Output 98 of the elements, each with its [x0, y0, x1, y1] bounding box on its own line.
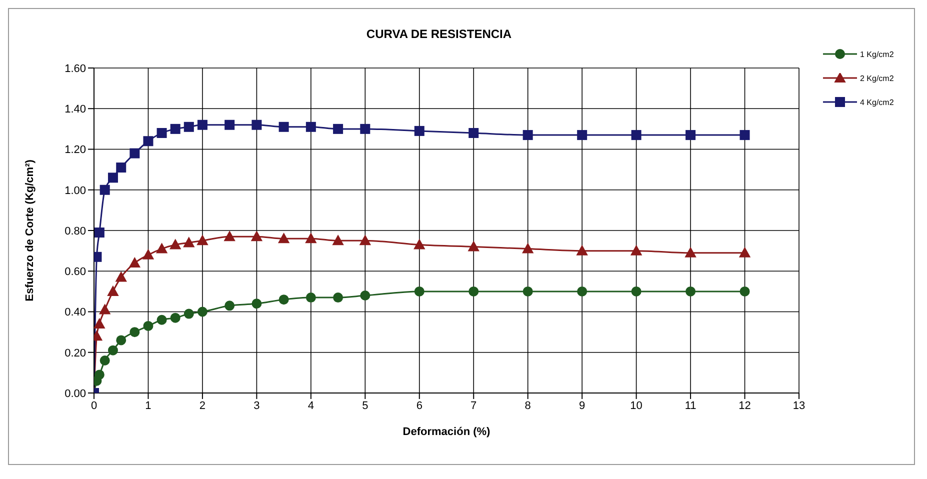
- y-tick-label: 1.20: [64, 144, 86, 156]
- point: [156, 314, 167, 325]
- point: [156, 128, 167, 138]
- y-axis-title: Esfuerzo de Corte (Kg/cm²): [24, 159, 36, 302]
- point: [414, 286, 424, 296]
- point: [94, 228, 104, 238]
- point: [360, 235, 371, 246]
- point: [414, 126, 424, 136]
- point: [468, 241, 480, 252]
- point: [184, 308, 194, 319]
- point: [740, 130, 750, 140]
- x-axis-title: Deformación (%): [402, 426, 491, 438]
- point: [94, 318, 105, 328]
- x-tick-label: 8: [524, 400, 531, 412]
- point: [170, 239, 181, 250]
- point: [224, 300, 235, 311]
- point: [251, 231, 262, 242]
- x-tick-label: 4: [308, 400, 314, 412]
- x-tick-label: 1: [145, 400, 152, 412]
- legend-label: 2 Kg/cm2: [860, 74, 894, 82]
- y-tick-label: 0.00: [64, 388, 86, 400]
- point: [142, 249, 154, 260]
- point: [129, 258, 140, 268]
- point: [100, 184, 110, 195]
- x-tick-label: 5: [362, 400, 368, 412]
- x-tick-label: 12: [738, 400, 751, 412]
- point: [333, 124, 344, 134]
- point: [252, 298, 262, 309]
- point: [740, 286, 750, 296]
- point: [576, 245, 588, 256]
- point: [522, 243, 534, 254]
- x-tick-label: 7: [470, 400, 477, 412]
- point: [278, 294, 289, 305]
- x-tick-label: 3: [254, 400, 260, 412]
- point: [686, 130, 696, 140]
- point: [116, 335, 126, 346]
- y-tick-label: 1.00: [64, 184, 86, 197]
- point: [108, 345, 118, 356]
- point: [108, 172, 118, 183]
- y-tick-label: 0.20: [64, 347, 86, 360]
- point: [305, 233, 316, 244]
- point: [170, 312, 180, 323]
- point: [100, 356, 110, 366]
- point: [522, 130, 533, 140]
- point: [414, 239, 425, 250]
- point: [685, 247, 696, 258]
- x-tick-label: 2: [199, 400, 206, 412]
- x-tick-label: 10: [630, 400, 642, 412]
- legend-label: 4 Kg/cm2: [860, 98, 894, 106]
- point: [196, 235, 208, 246]
- point: [522, 286, 533, 296]
- point: [197, 306, 208, 317]
- y-tick-label: 1.60: [64, 62, 86, 75]
- point: [130, 148, 140, 158]
- point: [278, 122, 289, 132]
- x-tick-label: 0: [90, 400, 98, 412]
- x-tick-label: 13: [792, 400, 806, 412]
- point: [197, 120, 208, 130]
- point: [224, 120, 235, 130]
- point: [130, 327, 140, 338]
- point: [577, 286, 588, 296]
- point: [577, 130, 588, 140]
- point: [183, 237, 194, 248]
- point: [116, 162, 126, 173]
- x-tick-label: 9: [579, 400, 586, 412]
- x-tick-label: 11: [684, 400, 696, 412]
- point: [739, 247, 750, 258]
- x-tick-label: 6: [416, 400, 422, 412]
- point: [170, 124, 180, 134]
- y-tick-label: 0.60: [64, 266, 86, 278]
- point: [184, 122, 194, 132]
- point: [99, 304, 110, 314]
- point: [686, 286, 696, 296]
- point: [94, 370, 104, 380]
- point: [116, 272, 127, 282]
- point: [306, 292, 316, 303]
- point: [332, 235, 344, 246]
- point: [360, 124, 370, 134]
- point: [143, 136, 154, 146]
- point: [278, 233, 290, 244]
- legend-label: 1 Kg/cm2: [860, 50, 894, 58]
- point: [333, 292, 344, 303]
- point: [360, 290, 370, 300]
- point: [630, 245, 642, 256]
- y-tick-label: 0.80: [64, 225, 86, 238]
- chart-title: CURVA DE RESISTENCIA: [365, 27, 513, 41]
- point: [631, 130, 642, 140]
- point: [468, 128, 479, 138]
- y-tick-label: 1.40: [64, 104, 86, 116]
- y-tick-label: 0.40: [64, 306, 86, 319]
- point: [143, 320, 154, 331]
- point: [156, 243, 168, 254]
- point: [631, 286, 642, 296]
- point: [468, 286, 479, 296]
- point: [107, 286, 118, 296]
- point: [224, 231, 236, 242]
- point: [252, 120, 262, 130]
- point: [306, 122, 316, 132]
